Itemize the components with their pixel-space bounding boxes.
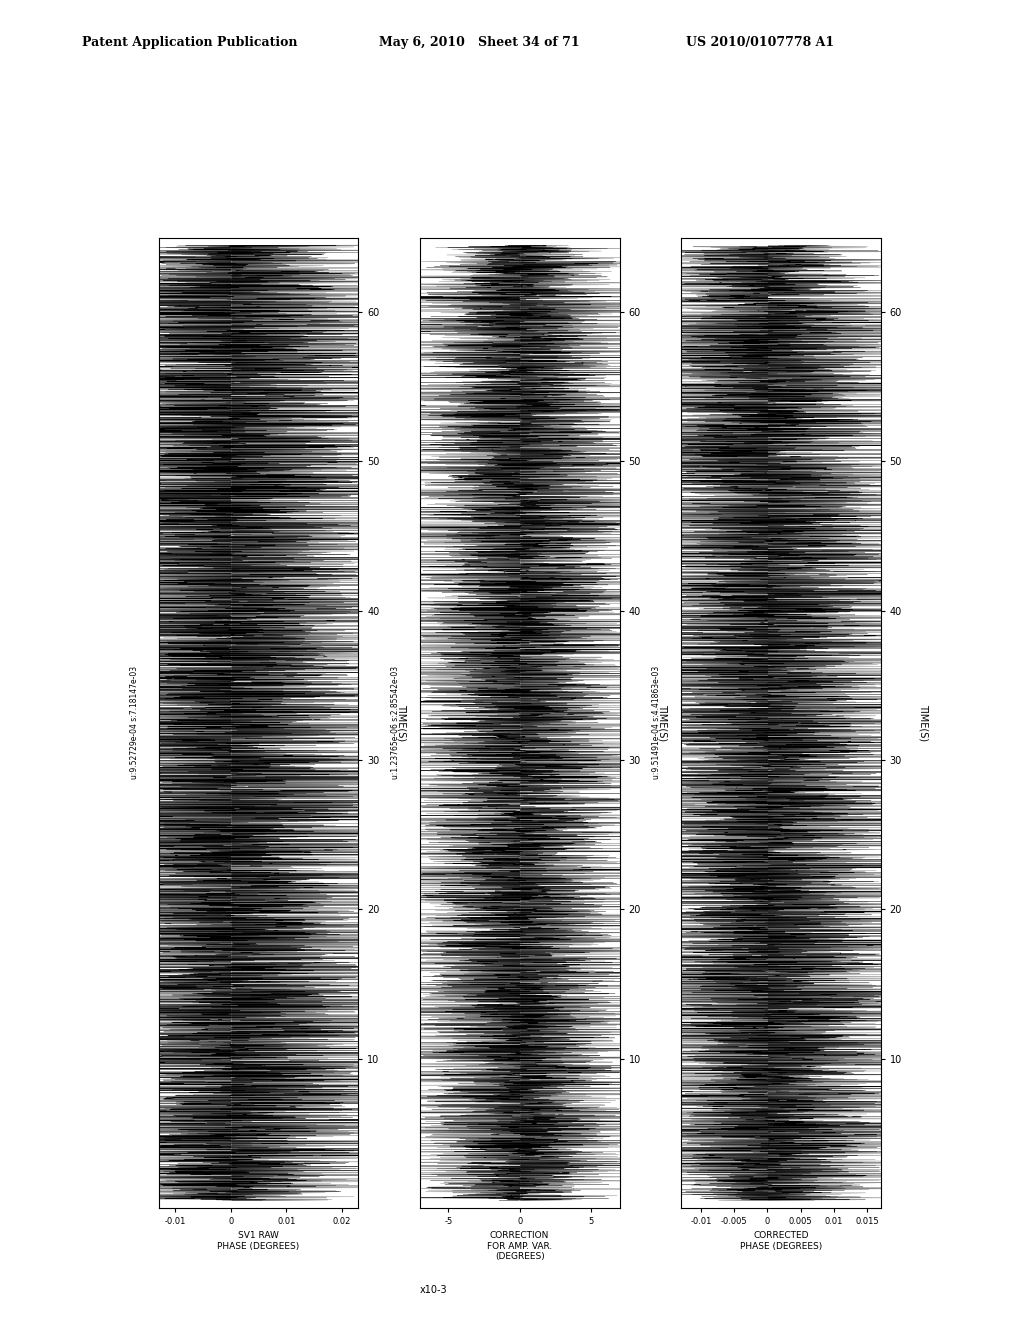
X-axis label: CORRECTION
FOR AMP. VAR.
(DEGREES): CORRECTION FOR AMP. VAR. (DEGREES) [487, 1232, 552, 1261]
Text: u:1.23765e-06 s:2.85542e-03: u:1.23765e-06 s:2.85542e-03 [391, 667, 400, 779]
Text: May 6, 2010   Sheet 34 of 71: May 6, 2010 Sheet 34 of 71 [379, 36, 580, 49]
Text: Patent Application Publication: Patent Application Publication [82, 36, 297, 49]
Y-axis label: TIME(S): TIME(S) [919, 704, 929, 742]
X-axis label: CORRECTED
PHASE (DEGREES): CORRECTED PHASE (DEGREES) [739, 1232, 822, 1251]
Text: u:9.51491e-04 s:4.41863e-03: u:9.51491e-04 s:4.41863e-03 [652, 667, 662, 779]
Y-axis label: TIME(S): TIME(S) [657, 704, 668, 742]
Text: x10-3: x10-3 [420, 1286, 447, 1295]
Text: US 2010/0107778 A1: US 2010/0107778 A1 [686, 36, 835, 49]
X-axis label: SV1 RAW
PHASE (DEGREES): SV1 RAW PHASE (DEGREES) [217, 1232, 300, 1251]
Text: u:9.52729e-04 s:7.18147e-03: u:9.52729e-04 s:7.18147e-03 [130, 667, 139, 779]
Y-axis label: TIME(S): TIME(S) [396, 704, 407, 742]
